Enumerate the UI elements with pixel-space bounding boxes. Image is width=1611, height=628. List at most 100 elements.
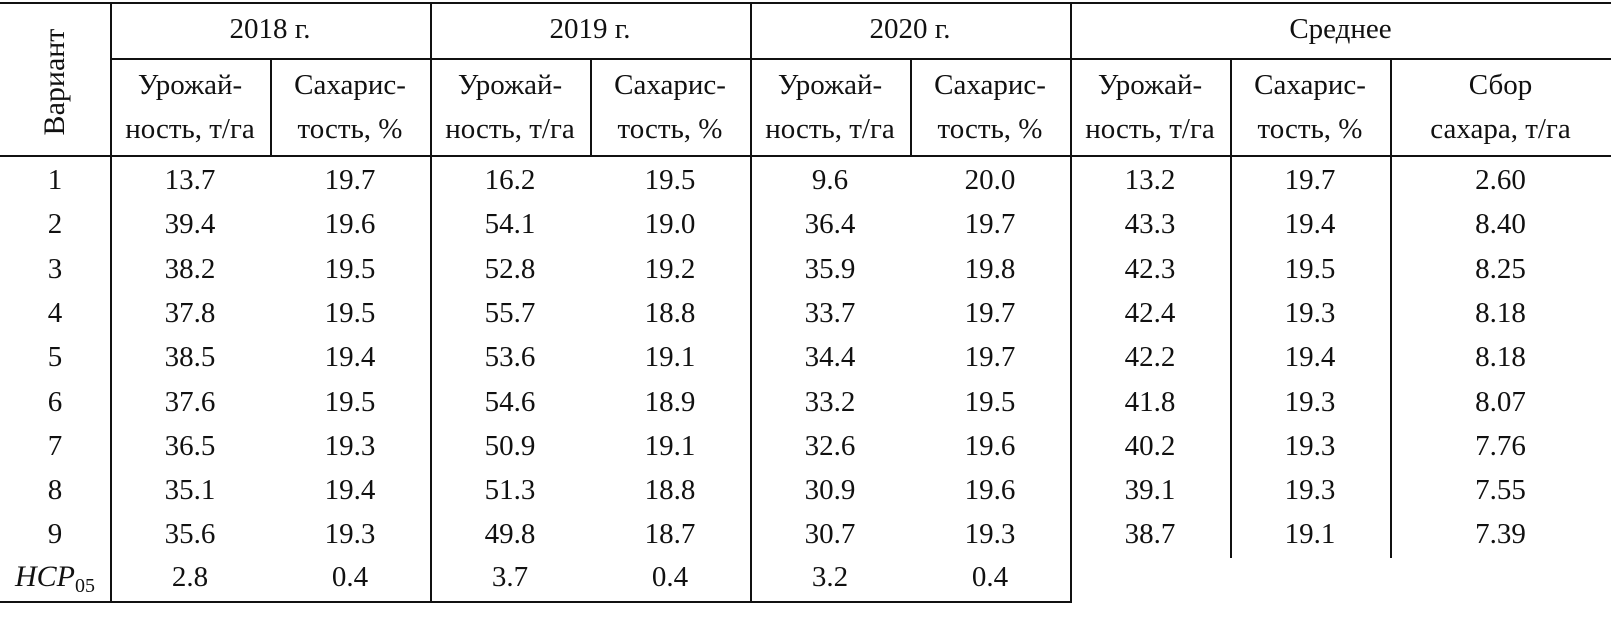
table-cell: 36.4 [804, 208, 856, 241]
table-cell: 18.9 [644, 385, 696, 418]
table-cell: 37.8 [164, 296, 216, 329]
ncp-value: 3.7 [491, 561, 529, 593]
table-cell: 2.60 [1475, 164, 1526, 196]
table-cell: 34.4 [804, 341, 856, 374]
variant-number: 4 [47, 296, 63, 329]
col-rule [110, 2, 112, 603]
col-rule [1230, 58, 1232, 558]
table-cell: 19.8 [964, 252, 1016, 285]
table-cell: 19.1 [644, 341, 696, 374]
col-rule [270, 58, 272, 156]
table-cell: 19.3 [1284, 429, 1336, 462]
table-cell: 19.5 [1284, 252, 1336, 285]
table-cell: 35.6 [164, 518, 216, 551]
table-cell: 40.2 [1124, 429, 1176, 462]
table-cell: 38.2 [164, 252, 216, 285]
variant-number: 6 [47, 385, 63, 418]
table-cell: 8.18 [1475, 341, 1526, 374]
table-cell: 36.5 [164, 429, 216, 462]
table-cell: 19.7 [964, 296, 1016, 329]
table-cell: 8.07 [1475, 385, 1526, 418]
ncp-value: 0.4 [651, 561, 689, 593]
col-rule [750, 2, 752, 603]
table-cell: 19.3 [964, 518, 1016, 551]
table-cell: 19.7 [1284, 164, 1336, 196]
header-bottom-rule [0, 155, 1611, 157]
ncp-value: 0.4 [971, 561, 1009, 593]
table-cell: 7.39 [1475, 518, 1526, 551]
table-cell: 41.8 [1124, 385, 1176, 418]
table-cell: 18.8 [644, 296, 696, 329]
table-cell: 42.3 [1124, 252, 1176, 285]
table-cell: 8.18 [1475, 296, 1526, 329]
table-cell: 19.2 [644, 252, 696, 285]
table-cell: 19.3 [1284, 296, 1336, 329]
table-cell: 19.3 [324, 518, 376, 551]
table-cell: 39.4 [164, 208, 216, 241]
table-cell: 13.2 [1124, 164, 1176, 196]
variant-number: 2 [47, 208, 63, 241]
header-year-rule [110, 58, 1611, 60]
table-cell: 19.5 [964, 385, 1016, 418]
subheader-yield: Урожай-ность, т/га [445, 69, 575, 145]
table-cell: 19.1 [644, 429, 696, 462]
table-cell: 19.3 [1284, 474, 1336, 507]
table-cell: 8.40 [1475, 208, 1526, 241]
table-cell: 33.2 [804, 385, 856, 418]
subheader-sugar: Сахарис-тость, % [1254, 69, 1366, 145]
table-cell: 7.55 [1475, 474, 1526, 507]
col-rule [1070, 2, 1072, 603]
table-cell: 19.3 [324, 429, 376, 462]
table-cell: 19.4 [1284, 208, 1336, 241]
variant-number: 8 [47, 474, 63, 507]
table-cell: 18.8 [644, 474, 696, 507]
table-cell: 37.6 [164, 385, 216, 418]
subheader-sugar: Сахарис-тость, % [934, 69, 1046, 145]
table-cell: 19.4 [1284, 341, 1336, 374]
ncp-label: НСР05 [15, 560, 95, 597]
table-cell: 19.6 [324, 208, 376, 241]
col-rule [590, 58, 592, 156]
table-cell: 49.8 [484, 518, 536, 551]
col-rule [1390, 58, 1392, 558]
table-cell: 30.9 [804, 474, 856, 507]
subheader-sugar: Сахарис-тость, % [614, 69, 726, 145]
table-cell: 39.1 [1124, 474, 1176, 507]
subheader-yield: Урожай-ность, т/га [765, 69, 895, 145]
subheader-yield: Урожай-ность, т/га [125, 69, 255, 145]
ncp-value: 3.2 [811, 561, 849, 593]
table-cell: 19.6 [964, 474, 1016, 507]
year-header-mean: Среднее [1289, 13, 1392, 45]
year-header-2020: 2020 г. [869, 13, 951, 45]
table-cell: 50.9 [484, 429, 536, 462]
table-cell: 51.3 [484, 474, 536, 507]
table-cell: 19.5 [324, 385, 376, 418]
year-header-2019: 2019 г. [549, 13, 631, 45]
table-cell: 38.7 [1124, 518, 1176, 551]
table-cell: 18.7 [644, 518, 696, 551]
table-cell: 13.7 [164, 164, 216, 196]
table-cell: 16.2 [484, 164, 536, 196]
table-cell: 54.6 [484, 385, 536, 418]
table-cell: 9.6 [811, 164, 849, 196]
ncp-value: 0.4 [331, 561, 369, 593]
table-cell: 19.7 [964, 208, 1016, 241]
table-cell: 20.0 [964, 164, 1016, 196]
table-cell: 19.5 [324, 296, 376, 329]
table-cell: 19.4 [324, 474, 376, 507]
table-cell: 19.1 [1284, 518, 1336, 551]
table-cell: 43.3 [1124, 208, 1176, 241]
table-cell: 55.7 [484, 296, 536, 329]
table-cell: 8.25 [1475, 252, 1526, 285]
table-cell: 52.8 [484, 252, 536, 285]
table-cell: 42.4 [1124, 296, 1176, 329]
col-rule [430, 2, 432, 603]
table-cell: 38.5 [164, 341, 216, 374]
year-header-2018: 2018 г. [229, 13, 311, 45]
table-cell: 35.1 [164, 474, 216, 507]
col-rule [910, 58, 912, 156]
table-cell: 32.6 [804, 429, 856, 462]
table-cell: 19.5 [324, 252, 376, 285]
variant-number: 7 [47, 429, 63, 462]
